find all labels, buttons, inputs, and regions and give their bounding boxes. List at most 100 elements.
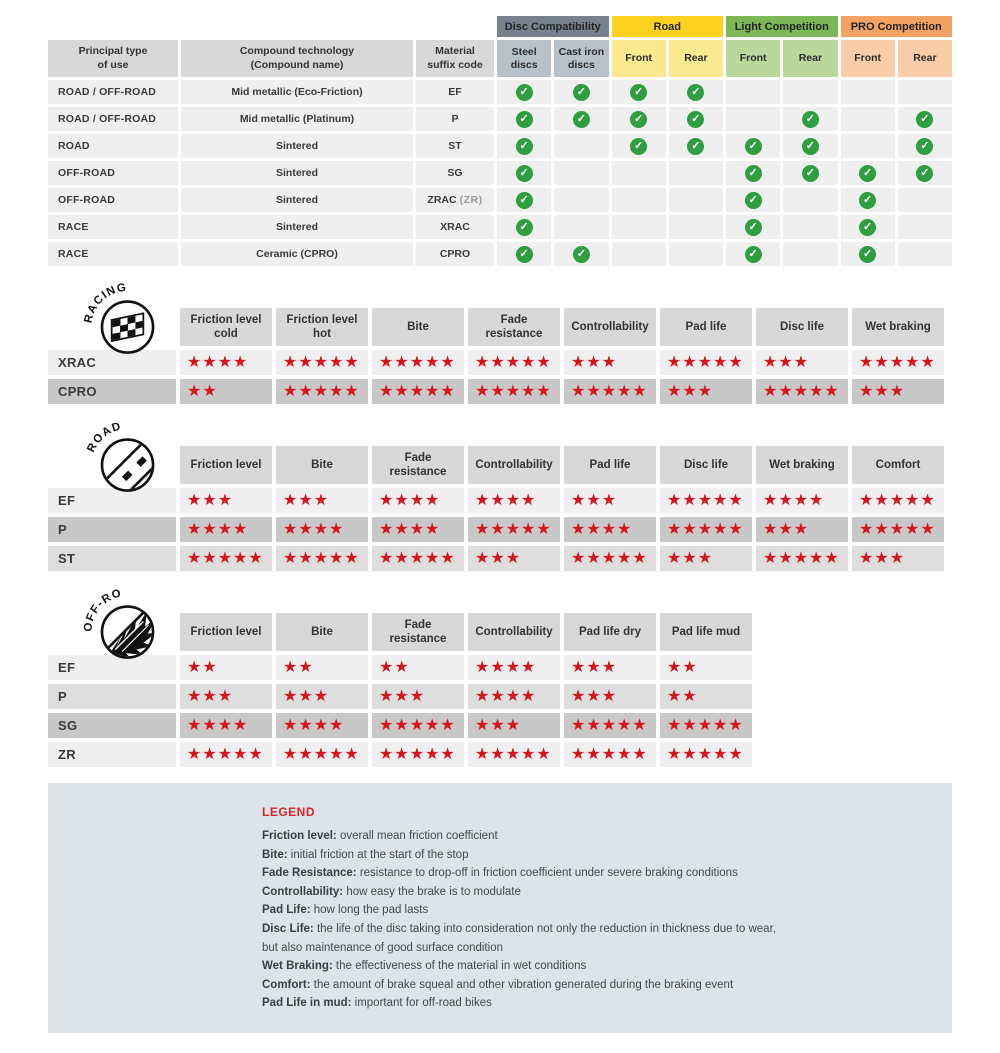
offroad-rating-table: Friction level Bite Fade resistance Control… bbox=[48, 613, 952, 767]
legend-item: Comfort: the amount of brake squeal and … bbox=[262, 976, 922, 995]
check-cell: ✓ bbox=[726, 134, 781, 158]
check-icon: ✓ bbox=[859, 218, 877, 236]
rating-column-header: Controllability bbox=[564, 308, 656, 346]
check-icon: ✓ bbox=[801, 137, 819, 155]
compound-label: ST bbox=[48, 546, 176, 571]
check-cell: ✓ bbox=[726, 161, 781, 185]
star-rating: ★★ bbox=[660, 655, 752, 680]
code-cell: CPRO bbox=[416, 242, 494, 266]
rating-column-header: Friction level cold bbox=[180, 308, 272, 346]
column-header: Material suffix code bbox=[416, 40, 494, 77]
use-cell: RACE bbox=[48, 215, 178, 239]
legend-desc: how long the pad lasts bbox=[313, 904, 429, 917]
legend-term: Fade Resistance: bbox=[262, 867, 357, 880]
road-icon: ROAD bbox=[85, 420, 155, 492]
rating-column-header: Controllability bbox=[468, 613, 560, 651]
legend-desc: the life of the disc taking into conside… bbox=[316, 922, 776, 935]
star-rating: ★★★★★ bbox=[660, 742, 752, 767]
star-rating: ★★★★★ bbox=[276, 546, 368, 571]
code-cell: ZRAC (ZR) bbox=[416, 188, 494, 212]
check-cell: ✓ bbox=[668, 107, 723, 131]
racing-section: RACING Friction level cold Friction level… bbox=[48, 282, 952, 404]
star-rating: ★★★★★ bbox=[468, 517, 560, 542]
compound-label: CPRO bbox=[48, 379, 176, 404]
code-text: P bbox=[451, 113, 459, 125]
check-icon: ✓ bbox=[515, 137, 533, 155]
star-rating: ★★★ bbox=[564, 684, 656, 709]
check-icon: ✓ bbox=[687, 83, 705, 101]
check-cell: ✓ bbox=[611, 134, 666, 158]
sub-header: Rear bbox=[897, 40, 952, 77]
star-rating: ★★★★ bbox=[468, 488, 560, 513]
check-cell bbox=[897, 188, 952, 212]
legend-desc: initial friction at the start of the sto… bbox=[290, 848, 469, 861]
star-rating: ★★★★★ bbox=[372, 546, 464, 571]
group-header: Disc Compatibility bbox=[497, 16, 609, 37]
check-cell: ✓ bbox=[668, 80, 723, 104]
check-cell: ✓ bbox=[840, 242, 895, 266]
rating-column-header: Bite bbox=[276, 613, 368, 651]
code-cell: ST bbox=[416, 134, 494, 158]
star-rating: ★★★★★ bbox=[180, 742, 272, 767]
star-rating: ★★★ bbox=[564, 488, 656, 513]
star-rating: ★★★ bbox=[372, 684, 464, 709]
rating-column-header: Wet braking bbox=[852, 308, 944, 346]
star-rating: ★★★★★ bbox=[372, 350, 464, 375]
check-icon: ✓ bbox=[515, 83, 533, 101]
star-rating: ★★★★★ bbox=[564, 546, 656, 571]
star-rating: ★★★★★ bbox=[468, 350, 560, 375]
check-cell: ✓ bbox=[497, 242, 552, 266]
compound-label: P bbox=[48, 684, 176, 709]
star-rating: ★★★★ bbox=[468, 684, 560, 709]
check-cell bbox=[783, 188, 838, 212]
star-rating: ★★★★★ bbox=[276, 742, 368, 767]
tech-cell: Sintered bbox=[181, 188, 413, 212]
star-rating: ★★★ bbox=[852, 546, 944, 571]
check-cell bbox=[897, 215, 952, 239]
rating-column-header: Fade resistance bbox=[372, 613, 464, 651]
check-cell: ✓ bbox=[668, 134, 723, 158]
check-cell: ✓ bbox=[497, 215, 552, 239]
check-cell: ✓ bbox=[497, 161, 552, 185]
check-icon: ✓ bbox=[801, 110, 819, 128]
compound-label: XRAC bbox=[48, 350, 176, 375]
compound-label: ZR bbox=[48, 742, 176, 767]
star-rating: ★★★★ bbox=[468, 655, 560, 680]
check-cell: ✓ bbox=[497, 107, 552, 131]
road-section: ROAD Friction level Bite Fade resistance Co… bbox=[48, 420, 952, 571]
legend-title: LEGEND bbox=[262, 805, 316, 819]
group-header: PRO Competition bbox=[840, 16, 952, 37]
code-cell: XRAC bbox=[416, 215, 494, 239]
check-cell bbox=[611, 215, 666, 239]
rating-column-header: Bite bbox=[276, 446, 368, 484]
check-cell bbox=[554, 188, 609, 212]
star-rating: ★★★★★ bbox=[276, 350, 368, 375]
check-cell: ✓ bbox=[783, 107, 838, 131]
legend-desc: important for off-road bikes bbox=[354, 997, 492, 1010]
star-rating: ★★★ bbox=[660, 379, 752, 404]
star-rating: ★★★★★ bbox=[852, 350, 944, 375]
star-rating: ★★★ bbox=[180, 488, 272, 513]
tech-cell: Mid metallic (Eco-Friction) bbox=[181, 80, 413, 104]
check-cell bbox=[668, 188, 723, 212]
legend-term: Pad Life: bbox=[262, 904, 311, 917]
rating-column-header: Fade resistance bbox=[372, 446, 464, 484]
check-icon: ✓ bbox=[572, 245, 590, 263]
star-rating: ★★ bbox=[180, 655, 272, 680]
check-icon: ✓ bbox=[744, 191, 762, 209]
check-icon: ✓ bbox=[859, 245, 877, 263]
use-cell: ROAD / OFF-ROAD bbox=[48, 107, 178, 131]
code-text: SG bbox=[447, 167, 463, 179]
check-cell bbox=[783, 215, 838, 239]
star-rating: ★★★★★ bbox=[564, 742, 656, 767]
rating-column-header: Comfort bbox=[852, 446, 944, 484]
check-icon: ✓ bbox=[744, 245, 762, 263]
use-cell: ROAD bbox=[48, 134, 178, 158]
rating-column-header: Controllability bbox=[468, 446, 560, 484]
check-cell: ✓ bbox=[726, 215, 781, 239]
check-cell bbox=[554, 215, 609, 239]
check-cell: ✓ bbox=[726, 242, 781, 266]
star-rating: ★★★ bbox=[468, 713, 560, 738]
rating-column-header: Pad life mud bbox=[660, 613, 752, 651]
